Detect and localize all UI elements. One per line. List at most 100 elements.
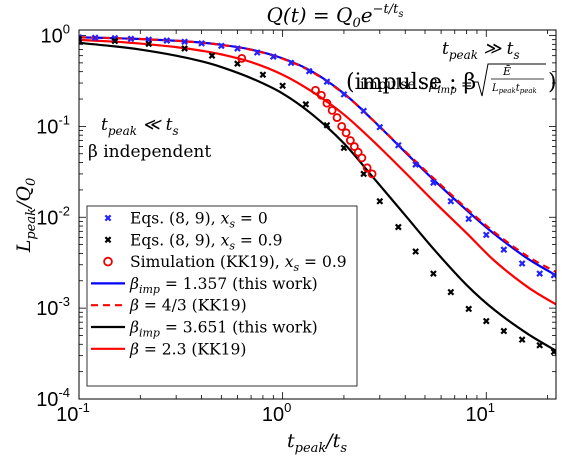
svg-text:Ē: Ē [502,65,511,78]
annotation-beta-independent: β independent [88,142,211,162]
data-point-x [518,336,526,344]
svg-text:impulse : βimp =: impulse : βimp = [360,77,473,96]
data-point-x [518,260,526,267]
legend-item: Eqs. (8, 9), xs = 0 [104,210,268,231]
legend-label: βimp = 3.651 (this work) [129,319,318,340]
y-tick-label: 10-2 [36,203,70,229]
data-point-circle [341,128,351,138]
x-axis-label: tpeak/ts [287,430,347,456]
data-point-x [305,67,313,75]
annotation-impulse: (impulse : β impulse : βimp = Ē Lpeaktpe… [346,63,557,97]
data-point-x [412,248,420,255]
data-point-x [500,246,508,254]
data-point-x [323,78,331,86]
data-point-x [465,305,473,313]
data-point-x [394,141,402,149]
data-point-x [500,327,508,335]
data-point-x [376,197,384,205]
y-tick-labels: 100 10-1 10-2 10-3 10-4 [36,22,70,411]
legend-item: β = 2.3 (KK19) [91,340,246,358]
data-point-circle [349,142,359,151]
data-point-circle [316,90,326,100]
data-point-x [482,231,490,239]
y-tick-label: 10-1 [36,112,70,138]
data-point-x [394,223,402,231]
data-point-x [376,123,384,131]
data-point-x [181,45,188,52]
data-point-x [259,71,267,79]
data-point-x [360,170,368,178]
y-tick-label: 100 [41,22,70,48]
data-point-x [181,38,188,46]
data-point-x [253,49,261,56]
series-line-5 [79,41,556,352]
data-point-x [447,197,455,205]
legend-label: β = 4/3 (KK19) [129,297,247,315]
data-point-x [412,161,420,168]
data-point-x [208,52,216,60]
data-point-x [430,179,437,187]
data-point-x [111,37,119,45]
y-axis-label: Lpeak/Q0 [13,178,39,254]
data-point-x [536,270,544,277]
data-point-x [465,215,473,223]
legend-label: Simulation (KK19), xs = 0.9 [130,253,347,274]
data-point-x [430,270,437,277]
chart-title: Q(t) = Q0e−t/ts [267,2,404,31]
legend-label: Eqs. (8, 9), xs = 0.9 [130,231,282,252]
legend-item: β = 4/3 (KK19) [91,297,247,315]
svg-text:): ) [548,70,557,95]
data-point-x [79,35,83,43]
data-point-circle [237,53,247,63]
data-point-x [269,53,277,61]
data-point-circle [332,113,342,122]
data-point-circle [327,105,337,115]
svg-text:(impulse : β: (impulse : β [346,70,476,95]
data-point-circle [337,121,347,131]
y-tick-label: 10-4 [36,385,70,411]
data-point-x [127,35,135,43]
data-point-circle [322,98,332,108]
data-point-x [287,59,295,67]
data-point-x [340,144,348,152]
data-point-x [302,100,310,108]
data-point-x [79,33,83,41]
legend-box [86,205,358,387]
data-point-x [91,34,99,42]
plot-frame [78,29,557,400]
x-tick-label: 100 [262,400,291,426]
legend-label: β = 2.3 (KK19) [129,340,246,358]
x-tick-label: 10-1 [56,400,90,426]
annotation-small-tpeak: tpeak ≪ ts [101,115,179,138]
legend-item: Simulation (KK19), xs = 0.9 [103,253,347,274]
data-point-circle [311,85,320,95]
data-point-x [447,288,455,296]
legend-label: βimp = 1.357 (this work) [129,275,318,296]
series-group [79,33,556,356]
data-point-circle [362,163,372,173]
data-point-x [217,42,225,50]
data-point-x [198,39,205,47]
data-point-circle [103,256,113,267]
data-point-x [323,121,331,129]
data-point-x [104,214,112,222]
axis-ticks [78,30,556,400]
data-point-x [279,82,287,90]
data-point-circle [357,153,367,163]
legend-label: Eqs. (8, 9), xs = 0 [130,210,268,231]
data-point-x [360,107,368,115]
x-tick-label: 101 [466,400,495,426]
data-point-x [340,91,348,98]
data-point-x [104,236,112,244]
data-point-x [536,341,544,349]
y-tick-label: 10-3 [36,294,70,320]
data-point-x [145,40,153,48]
legend-item: βimp = 3.651 (this work) [91,319,318,340]
legend-item: Eqs. (8, 9), xs = 0.9 [104,231,282,252]
data-point-x [163,37,171,44]
svg-text:Lpeaktpeak: Lpeaktpeak [491,83,537,95]
data-point-x [234,45,241,52]
x-tick-labels: 10-1 100 101 [56,400,495,426]
